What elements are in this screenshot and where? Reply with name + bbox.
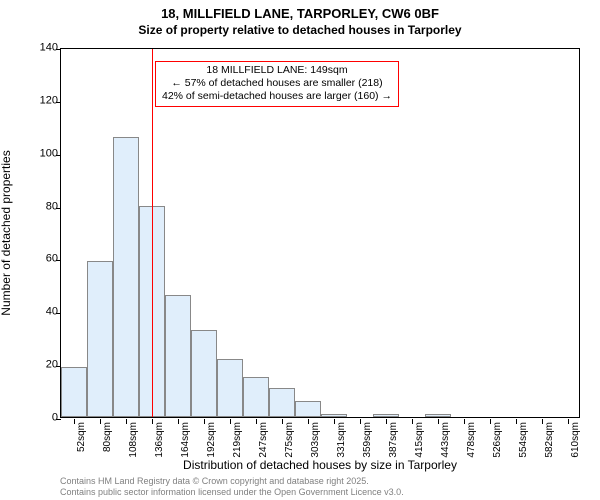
y-tick-label: 140 [28,43,58,54]
x-tick-label: 52sqm [77,422,87,452]
x-tick-mark [542,419,543,424]
histogram-bar [321,414,347,417]
x-tick-mark [100,419,101,424]
x-tick-mark [360,419,361,424]
chart-title: 18, MILLFIELD LANE, TARPORLEY, CW6 0BF [0,0,600,23]
x-tick-mark [74,419,75,424]
x-tick-mark [334,419,335,424]
y-tick-label: 0 [28,413,58,424]
x-tick-mark [568,419,569,424]
x-tick-mark [230,419,231,424]
x-tick-mark [178,419,179,424]
histogram-bar [113,137,139,417]
y-tick-label: 100 [28,148,58,159]
x-tick-label: 303sqm [311,422,321,458]
x-tick-mark [126,419,127,424]
histogram-bar [165,295,191,417]
histogram-bar [87,261,113,417]
footer-line-2: Contains public sector information licen… [60,487,404,498]
x-tick-mark [152,419,153,424]
x-tick-label: 136sqm [155,422,165,458]
histogram-bar [269,388,295,417]
histogram-bar [373,414,399,417]
x-tick-label: 415sqm [415,422,425,458]
x-tick-label: 554sqm [519,422,529,458]
histogram-bar [243,377,269,417]
x-tick-label: 108sqm [129,422,139,458]
histogram-bar [61,367,87,417]
property-marker-line [152,49,153,417]
x-tick-mark [490,419,491,424]
x-tick-label: 247sqm [259,422,269,458]
x-tick-mark [308,419,309,424]
x-axis-label: Distribution of detached houses by size … [60,458,580,472]
histogram-bar [191,330,217,417]
x-tick-label: 164sqm [181,422,191,458]
x-tick-label: 219sqm [233,422,243,458]
histogram-bar [217,359,243,417]
x-tick-label: 387sqm [389,422,399,458]
y-axis-label: Number of detached properties [0,150,13,315]
histogram-bar [295,401,321,417]
x-tick-mark [256,419,257,424]
x-tick-mark [204,419,205,424]
annotation-line-1: 18 MILLFIELD LANE: 149sqm [162,64,392,77]
annotation-line-3: 42% of semi-detached houses are larger (… [162,90,392,103]
x-tick-mark [438,419,439,424]
annotation-line-2: ← 57% of detached houses are smaller (21… [162,77,392,90]
y-tick-label: 120 [28,95,58,106]
annotation-box: 18 MILLFIELD LANE: 149sqm← 57% of detach… [155,61,399,106]
x-tick-label: 331sqm [337,422,347,458]
y-tick-label: 40 [28,307,58,318]
y-tick-label: 60 [28,254,58,265]
chart-container: { "header": { "title": "18, MILLFIELD LA… [0,0,600,500]
x-tick-label: 610sqm [571,422,581,458]
x-tick-label: 478sqm [467,422,477,458]
x-tick-label: 192sqm [207,422,217,458]
x-tick-mark [282,419,283,424]
chart-subtitle: Size of property relative to detached ho… [0,23,600,39]
y-tick-label: 20 [28,360,58,371]
x-tick-label: 443sqm [441,422,451,458]
x-tick-label: 526sqm [493,422,503,458]
x-tick-mark [516,419,517,424]
x-tick-mark [386,419,387,424]
x-tick-mark [464,419,465,424]
x-tick-mark [412,419,413,424]
footer-line-1: Contains HM Land Registry data © Crown c… [60,476,404,487]
footer-attribution: Contains HM Land Registry data © Crown c… [60,476,404,498]
x-tick-label: 275sqm [285,422,295,458]
y-tick-label: 80 [28,201,58,212]
x-tick-label: 582sqm [545,422,555,458]
x-tick-label: 359sqm [363,422,373,458]
histogram-bar [425,414,451,417]
x-tick-label: 80sqm [103,422,113,452]
